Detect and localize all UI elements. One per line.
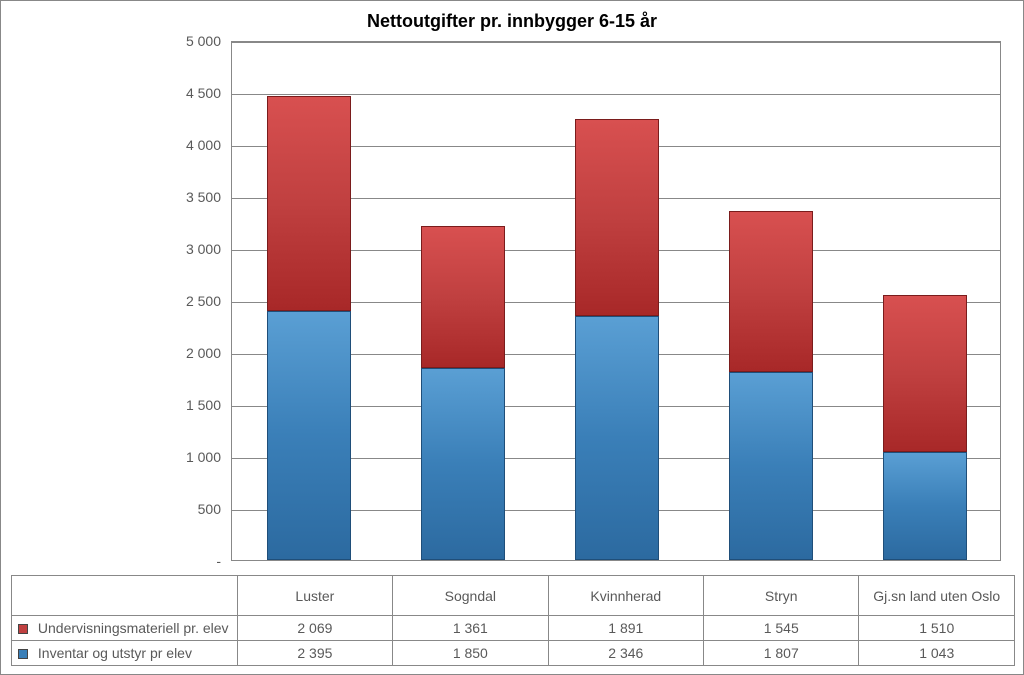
legend-swatch-red <box>18 624 28 634</box>
series-name-blue: Inventar og utstyr pr elev <box>38 645 192 661</box>
y-tick-label: 3 000 <box>161 241 221 257</box>
data-cell-red: 1 891 <box>548 616 703 641</box>
y-tick-label: 4 500 <box>161 85 221 101</box>
bar-segment-blue <box>421 368 506 560</box>
category-header: Gj.sn land uten Oslo <box>859 576 1015 616</box>
category-header: Stryn <box>704 576 859 616</box>
bar-segment-red <box>883 295 968 452</box>
y-tick-label: 1 500 <box>161 397 221 413</box>
category-header: Kvinnherad <box>548 576 703 616</box>
bar-segment-blue <box>883 452 968 560</box>
bar-segment-red <box>267 96 352 311</box>
bar-segment-blue <box>267 311 352 560</box>
data-cell-blue: 1 807 <box>704 641 859 666</box>
data-cell-blue: 1 043 <box>859 641 1015 666</box>
bar-group <box>267 96 352 560</box>
category-header: Sogndal <box>393 576 548 616</box>
bar-group <box>575 119 660 560</box>
bar-segment-blue <box>729 372 814 560</box>
gridline <box>232 42 1000 43</box>
y-tick-label: 5 000 <box>161 33 221 49</box>
y-tick-label: 4 000 <box>161 137 221 153</box>
series-label-blue: Inventar og utstyr pr elev <box>12 641 238 666</box>
data-cell-blue: 1 850 <box>393 641 548 666</box>
series-row-blue: Inventar og utstyr pr elev 2 3951 8502 3… <box>12 641 1015 666</box>
y-tick-label: 3 500 <box>161 189 221 205</box>
chart-title: Nettoutgifter pr. innbygger 6-15 år <box>1 1 1023 32</box>
category-header: Luster <box>237 576 392 616</box>
y-tick-label: - <box>161 553 221 569</box>
bar-segment-blue <box>575 316 660 560</box>
y-tick-label: 1 000 <box>161 449 221 465</box>
data-table: LusterSogndalKvinnheradStrynGj.sn land u… <box>11 575 1015 666</box>
legend-swatch-blue <box>18 649 28 659</box>
bar-segment-red <box>729 211 814 372</box>
y-tick-label: 2 500 <box>161 293 221 309</box>
series-name-red: Undervisningsmateriell pr. elev <box>38 620 229 636</box>
series-label-red: Undervisningsmateriell pr. elev <box>12 616 238 641</box>
data-cell-red: 2 069 <box>237 616 392 641</box>
bar-segment-red <box>575 119 660 316</box>
data-cell-blue: 2 346 <box>548 641 703 666</box>
data-cell-blue: 2 395 <box>237 641 392 666</box>
series-row-red: Undervisningsmateriell pr. elev 2 0691 3… <box>12 616 1015 641</box>
data-cell-red: 1 510 <box>859 616 1015 641</box>
category-header-row: LusterSogndalKvinnheradStrynGj.sn land u… <box>12 576 1015 616</box>
plot-area <box>231 41 1001 561</box>
chart-container: Nettoutgifter pr. innbygger 6-15 år Lust… <box>0 0 1024 675</box>
data-cell-red: 1 545 <box>704 616 859 641</box>
y-tick-label: 2 000 <box>161 345 221 361</box>
bar-group <box>421 226 506 560</box>
bar-group <box>729 211 814 560</box>
data-cell-red: 1 361 <box>393 616 548 641</box>
bar-group <box>883 295 968 561</box>
bar-segment-red <box>421 226 506 368</box>
y-tick-label: 500 <box>161 501 221 517</box>
empty-corner <box>12 576 238 616</box>
